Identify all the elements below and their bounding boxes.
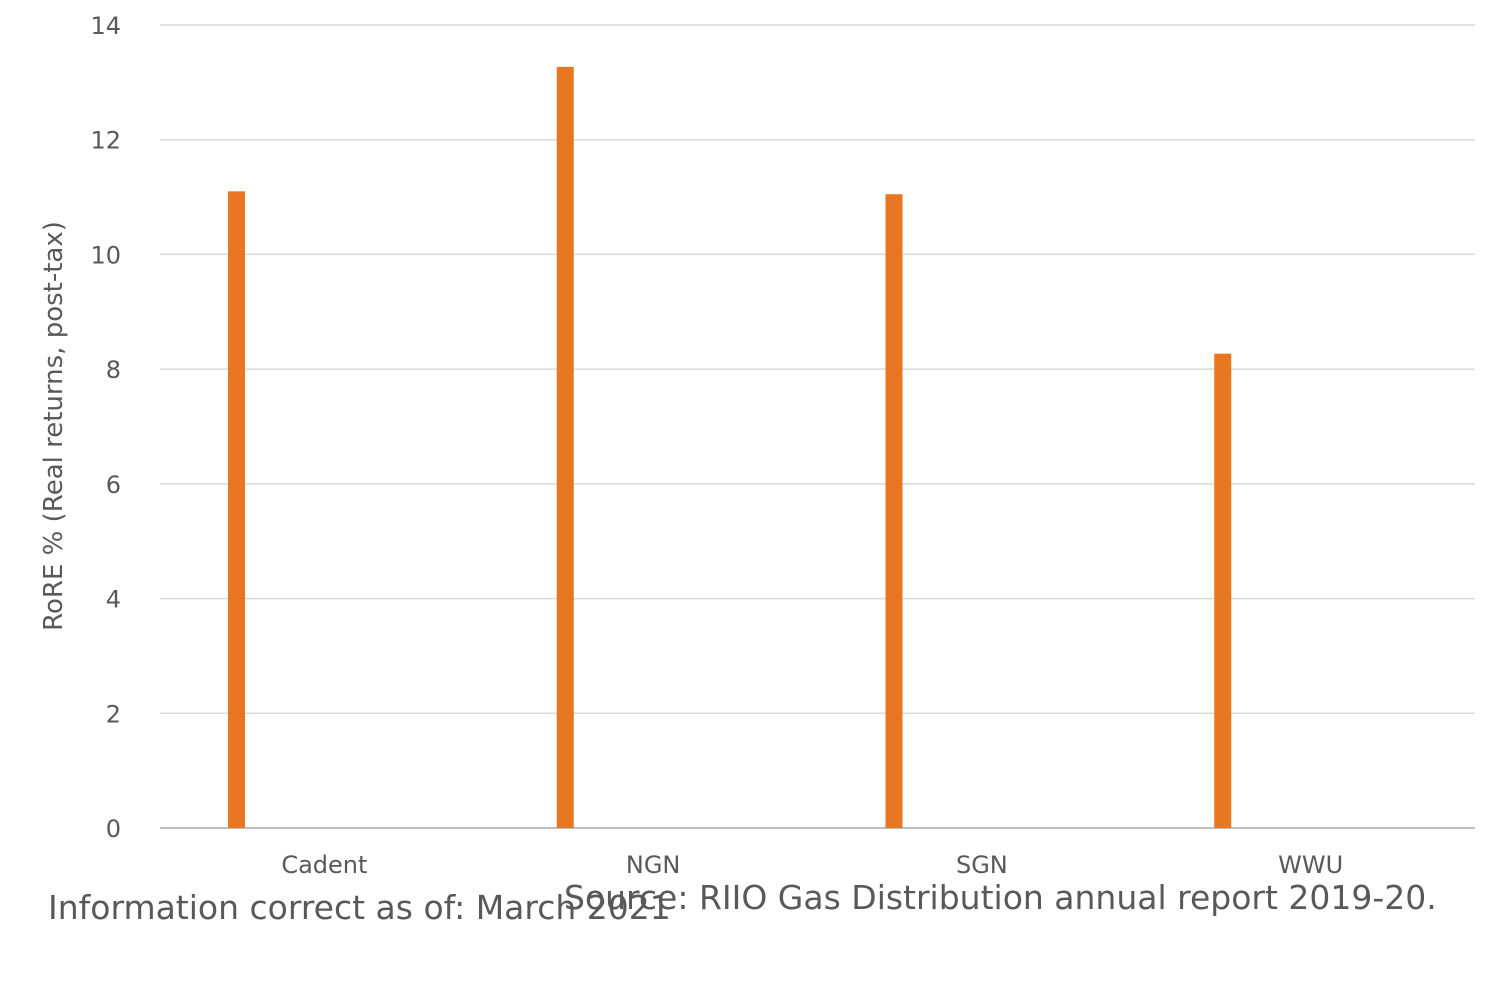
y-tick-label: 4 [106,586,121,614]
x-category-label: WWU [1278,851,1343,879]
information-date-note: Information correct as of: March 2021 [48,888,671,927]
x-category-label: Cadent [281,851,367,879]
gridlines [160,24,1475,829]
bar-ngn [556,66,574,828]
bar-cadent [228,191,245,829]
x-axis-labels: Cadent NGN SGN WWU [281,851,1343,879]
y-tick-label: 2 [106,700,121,728]
x-category-label: SGN [956,851,1008,879]
y-tick-label: 8 [106,356,121,384]
y-tick-label: 12 [90,127,121,155]
y-axis-ticks: 0 2 4 6 8 10 12 14 [90,12,121,843]
source-note: Source: RIIO Gas Distribution annual rep… [564,878,1437,917]
y-tick-label: 10 [90,241,121,269]
bar-sgn [885,194,903,829]
y-tick-label: 14 [90,12,121,40]
x-category-label: NGN [626,851,681,879]
y-axis-title: RoRE % (Real returns, post-tax) [39,221,69,631]
bars [228,66,1232,829]
y-tick-label: 6 [106,471,121,499]
y-tick-label: 0 [106,815,121,843]
bar-wwu [1214,353,1232,828]
